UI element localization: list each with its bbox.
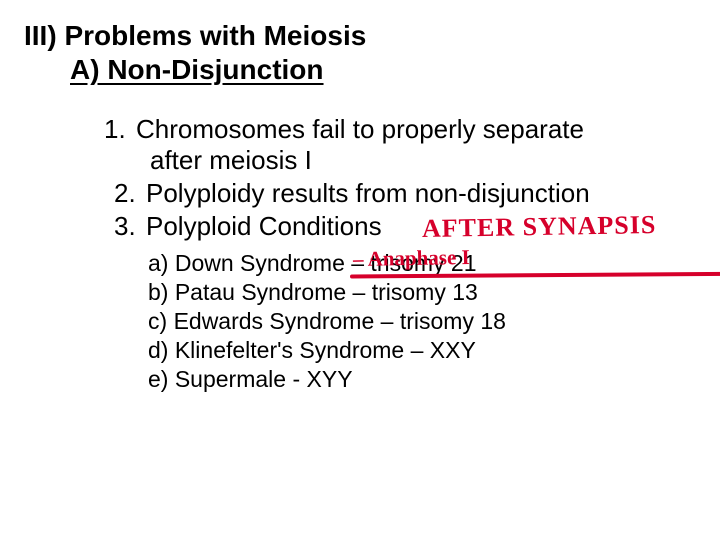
sub-letter: b) — [148, 279, 168, 306]
heading-main: III) Problems with Meiosis — [24, 20, 690, 52]
list-item-1: 1.Chromosomes fail to properly separate … — [104, 114, 690, 176]
sub-letter: e) — [148, 366, 168, 393]
list-text: Polyploid Conditions — [146, 211, 382, 241]
list-number: 2. — [114, 178, 146, 209]
list-number: 1. — [104, 114, 136, 145]
sub-item-c: c) Edwards Syndrome – trisomy 18 — [148, 308, 690, 335]
sub-text: Patau Syndrome – trisomy 13 — [175, 279, 478, 305]
list-text: Chromosomes fail to properly separate — [136, 114, 584, 144]
handwritten-annotation-bottom: – Anaphase I — [353, 245, 470, 272]
list-text-continuation: after meiosis I — [150, 145, 690, 176]
heading-sub: A) Non-Disjunction — [70, 54, 690, 86]
sub-letter: a) — [148, 250, 168, 277]
lettered-list: a) Down Syndrome – trisomy 21 b) Patau S… — [148, 250, 690, 393]
list-number: 3. — [114, 211, 146, 242]
numbered-list: 1.Chromosomes fail to properly separate … — [104, 114, 690, 242]
list-item-2: 2.Polyploidy results from non-disjunctio… — [114, 178, 690, 209]
list-text: Polyploidy results from non-disjunction — [146, 178, 590, 208]
sub-item-e: e) Supermale - XYY — [148, 366, 690, 393]
sub-text: Supermale - XYY — [175, 366, 353, 392]
sub-text: Edwards Syndrome – trisomy 18 — [174, 308, 506, 334]
sub-item-b: b) Patau Syndrome – trisomy 13 — [148, 279, 690, 306]
sub-letter: c) — [148, 308, 167, 335]
sub-text: Klinefelter's Syndrome – XXY — [175, 337, 476, 363]
sub-letter: d) — [148, 337, 168, 364]
sub-item-d: d) Klinefelter's Syndrome – XXY — [148, 337, 690, 364]
list-item-3: 3.Polyploid Conditions — [114, 211, 690, 242]
slide-page: III) Problems with Meiosis A) Non-Disjun… — [0, 0, 720, 540]
